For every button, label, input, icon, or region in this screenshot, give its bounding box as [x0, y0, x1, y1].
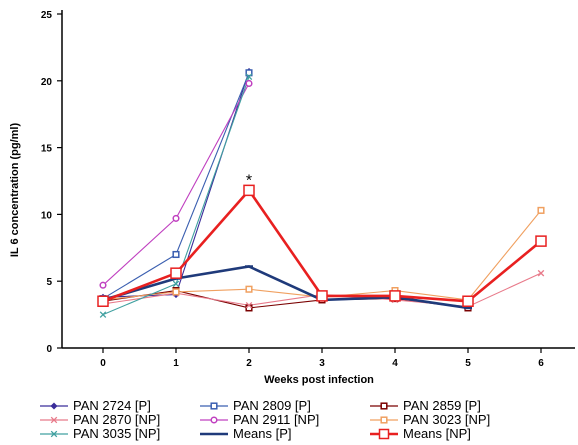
legend-swatch-marker — [380, 416, 388, 424]
legend-swatch-marker — [50, 416, 58, 424]
legend-swatch-marker — [378, 428, 390, 440]
legend-item: Means [NP] — [370, 426, 471, 441]
legend-label: PAN 3023 [NP] — [403, 412, 490, 427]
legend-label: PAN 2859 [P] — [403, 398, 481, 413]
legend-item: PAN 2911 [NP] — [200, 412, 319, 427]
x-tick-label: 3 — [319, 358, 325, 369]
data-point — [245, 301, 253, 309]
legend-item: PAN 3023 [NP] — [370, 412, 490, 427]
axes — [57, 10, 575, 353]
series-layer — [102, 71, 542, 316]
y-axis-title: IL 6 concentration (pg/ml) — [9, 123, 21, 258]
legend-item: PAN 2859 [P] — [370, 398, 481, 413]
data-point — [99, 281, 107, 289]
data-point — [535, 235, 547, 247]
data-point — [172, 288, 180, 296]
series-line-7 — [102, 265, 469, 310]
legend-swatch-marker — [210, 416, 218, 424]
legend-label: Means [P] — [233, 426, 292, 441]
data-point — [389, 290, 401, 302]
legend-item: PAN 2724 [P] — [40, 398, 151, 413]
data-point — [245, 285, 253, 293]
y-tick-label: 10 — [41, 210, 53, 221]
data-point — [316, 290, 328, 302]
legend-label: Means [NP] — [403, 426, 471, 441]
legend-label: PAN 2809 [P] — [233, 398, 311, 413]
x-axis-title: Weeks post infection — [264, 374, 374, 386]
data-point — [172, 250, 180, 259]
legend-label: PAN 2911 [NP] — [233, 412, 319, 427]
markers-layer — [97, 67, 547, 318]
data-point — [245, 79, 253, 88]
series-line-0 — [102, 71, 250, 298]
legend-label: PAN 3035 [NP] — [73, 426, 160, 441]
x-tick-label: 5 — [465, 358, 471, 369]
significance-annotation: * — [246, 173, 252, 190]
legend-item: Means [P] — [200, 426, 292, 441]
x-tick-label: 1 — [173, 358, 179, 369]
tick-labels: 0 5 10 15 20 25 0 1 2 3 4 5 6 — [41, 10, 544, 369]
y-tick-label: 5 — [46, 277, 52, 288]
y-tick-label: 0 — [46, 344, 52, 355]
data-point — [170, 267, 182, 279]
x-tick-label: 6 — [538, 358, 544, 369]
y-tick-label: 15 — [41, 144, 53, 155]
data-point — [172, 214, 180, 222]
data-point — [172, 280, 180, 288]
data-point — [462, 295, 474, 307]
x-tick-label: 4 — [392, 358, 398, 369]
legend-item: PAN 2809 [P] — [200, 398, 311, 413]
data-point — [243, 184, 255, 197]
data-point — [99, 311, 107, 318]
data-point — [245, 69, 253, 77]
legend-item: PAN 2870 [NP] — [40, 412, 160, 427]
legend-swatch-marker — [50, 402, 58, 410]
data-point — [245, 73, 253, 81]
legend-label: PAN 2724 [P] — [73, 398, 151, 413]
y-tick-label: 20 — [41, 77, 53, 88]
annotations: * — [246, 173, 252, 190]
series-line-8 — [102, 188, 542, 303]
legend: PAN 2724 [P] PAN 2809 [P] PAN 2859 [P]PAN … — [40, 398, 490, 441]
legend-item: PAN 3035 [NP] — [40, 426, 160, 441]
data-point — [537, 269, 545, 277]
legend-swatch-marker — [380, 402, 388, 410]
legend-swatch-marker — [210, 402, 218, 410]
y-tick-label: 25 — [41, 10, 53, 21]
legend-label: PAN 2870 [NP] — [73, 412, 160, 427]
x-tick-label: 2 — [246, 358, 252, 369]
data-point — [537, 206, 545, 214]
data-point — [97, 295, 109, 307]
x-tick-label: 0 — [100, 358, 106, 369]
legend-swatch-marker — [50, 430, 58, 438]
